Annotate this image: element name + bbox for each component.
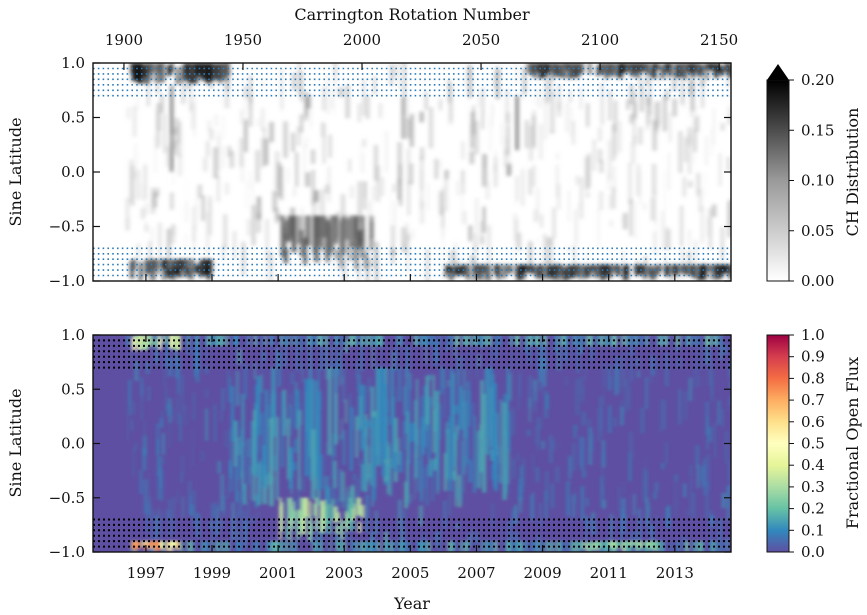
top-colorbar-extend-arrow: [767, 64, 789, 80]
top-colorbar-tick-label: 0.00: [801, 272, 834, 290]
bottom-x-tick-label: 2013: [656, 564, 694, 582]
bottom-colorbar-tick-label: 0.7: [801, 391, 825, 409]
top-colorbar-tick-label: 0.15: [801, 121, 834, 139]
bottom-y-tick-label: 0.5: [61, 380, 85, 398]
top-x-tick-label: 2050: [462, 31, 500, 49]
bottom-y-tick-label: 1.0: [61, 326, 85, 344]
bottom-panel: 1997 1999 2001 2003 2005 2007 2009 2011 2013 1.0…: [6, 326, 862, 613]
bottom-colorbar-label: Fractional Open Flux: [843, 357, 862, 529]
top-x-tick-label: 2150: [700, 31, 738, 49]
bottom-x-tick-label: 1997: [127, 564, 165, 582]
bottom-x-tick-label: 2007: [457, 564, 495, 582]
bottom-y-tick-label: −0.5: [49, 489, 85, 507]
bottom-colorbar-tick-label: 0.2: [801, 500, 825, 518]
top-y-tick-label: 0.5: [61, 109, 85, 127]
bottom-colorbar-tick-label: 0.8: [801, 369, 825, 387]
bottom-colorbar-gradient: [766, 334, 790, 553]
bottom-x-tick-label: 1999: [193, 564, 231, 582]
top-x-tick-label: 2000: [343, 31, 381, 49]
bottom-x-tick-label: 2003: [325, 564, 363, 582]
top-panel: 1900 1950 2000 2050 2100 2150 1.0 0.5 0.0 −0.5 −1…: [6, 5, 862, 290]
top-y-tick-label: 1.0: [61, 54, 85, 72]
bottom-colorbar-tick-label: 0.6: [801, 413, 825, 431]
top-x-axis-label: Carrington Rotation Number: [294, 5, 530, 24]
top-y-axis-label: Sine Latitude: [6, 117, 25, 226]
top-y-tick-label: −0.5: [49, 218, 85, 236]
bottom-heatmap: [93, 335, 731, 552]
top-colorbar-label: CH Distribution: [843, 108, 862, 237]
bottom-x-tick-label: 2009: [523, 564, 561, 582]
bottom-x-tick-label: 2011: [590, 564, 628, 582]
top-y-tick-label: −1.0: [49, 272, 85, 290]
bottom-x-axis-label: Year: [393, 594, 430, 613]
top-colorbar-tick-label: 0.20: [801, 71, 834, 89]
bottom-colorbar-tick-label: 1.0: [801, 326, 825, 344]
bottom-colorbar-tick-label: 0.9: [801, 348, 825, 366]
top-y-tick-label: 0.0: [61, 163, 85, 181]
top-x-tick-label: 1950: [224, 31, 262, 49]
top-heatmap: [93, 63, 731, 281]
bottom-colorbar-tick-label: 0.1: [801, 521, 825, 539]
top-x-tick-label: 2100: [581, 31, 619, 49]
bottom-colorbar-tick-label: 0.4: [801, 456, 825, 474]
bottom-colorbar-tick-label: 0.5: [801, 435, 825, 453]
bottom-colorbar-tick-label: 0.3: [801, 478, 825, 496]
top-colorbar-tick-label: 0.05: [801, 222, 834, 240]
top-x-tick-label: 1900: [105, 31, 143, 49]
top-colorbar-gradient: [766, 79, 790, 282]
bottom-x-tick-label: 2005: [391, 564, 429, 582]
top-colorbar: 0.20 0.15 0.10 0.05 0.00 CH Distribution: [766, 64, 862, 290]
top-colorbar-tick-label: 0.10: [801, 172, 834, 190]
bottom-y-axis-label: Sine Latitude: [6, 388, 25, 497]
bottom-x-tick-label: 2001: [259, 564, 297, 582]
bottom-y-tick-label: 0.0: [61, 435, 85, 453]
bottom-colorbar: 1.0 0.9 0.8 0.7 0.6 0.5 0.4 0.3 0.2 0.1 0.0 Fracti…: [766, 326, 862, 561]
bottom-colorbar-tick-label: 0.0: [801, 543, 825, 561]
bottom-y-tick-label: −1.0: [49, 543, 85, 561]
